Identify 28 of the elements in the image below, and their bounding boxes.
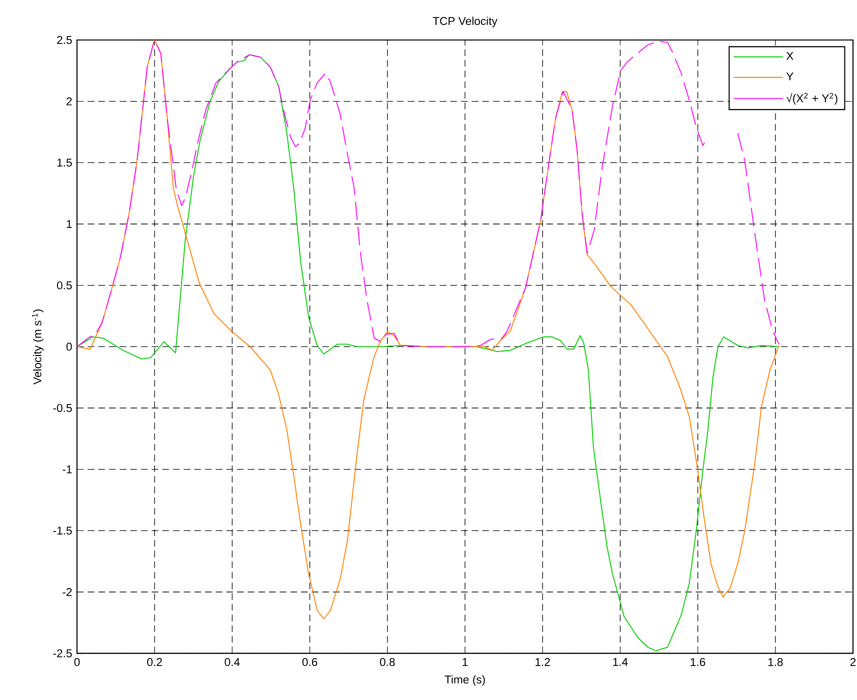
y-tick-label: -2.5 (53, 649, 72, 658)
y-tick-label: 0 (66, 342, 72, 351)
y-tick-label: -1 (62, 465, 72, 474)
x-tick-label: 0.4 (224, 658, 240, 666)
y-tick-label: -1.5 (53, 526, 72, 535)
y-tick-label: -2 (62, 588, 72, 596)
y-tick-label: 1.5 (57, 158, 72, 167)
y-tick-label: 2 (66, 97, 72, 106)
chart-title: TCP Velocity (432, 16, 498, 28)
x-tick-label: 2 (850, 658, 856, 666)
y-tick-label: 1 (66, 220, 72, 228)
legend-label: √(X$^{2}$ + Y$^{2}$) (786, 92, 838, 105)
x-tick-label: 0.2 (147, 658, 162, 666)
y-tick-label: 0.5 (56, 281, 72, 290)
y-axis-title: Velocity (m s$^{-1}$) (32, 310, 44, 384)
x-tick-label: 1.2 (536, 658, 550, 666)
legend-label: X (786, 52, 794, 60)
y-tick-label: -0.5 (53, 404, 72, 412)
x-axis-title: Time (s) (444, 675, 485, 686)
x-tick-label: 1.4 (613, 658, 628, 666)
x-tick-label: 0 (74, 658, 80, 666)
y-tick-label: 2.5 (57, 36, 72, 44)
x-tick-label: 0.8 (380, 658, 395, 666)
x-tick-label: 1.6 (690, 658, 706, 666)
x-tick-label: 1.8 (768, 658, 783, 666)
x-tick-label: 0.6 (302, 658, 318, 666)
legend-label: Y (786, 72, 794, 80)
x-tick-label: 1 (462, 658, 468, 666)
